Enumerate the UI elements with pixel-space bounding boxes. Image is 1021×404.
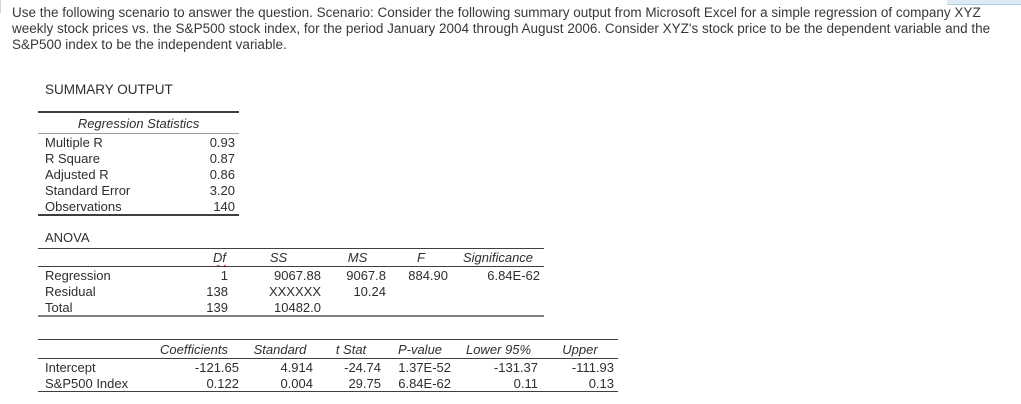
top-right-panel-edge: [947, 0, 1021, 5]
summary-output-title: SUMMARY OUTPUT: [45, 82, 173, 97]
table-row: S&P500 Index 0.122 0.004 29.75 6.84E-62 …: [38, 375, 618, 392]
stat-value: 3.20: [209, 182, 236, 198]
stat-value: 0.93: [209, 134, 236, 150]
coef-pvalue-header: P-value: [385, 339, 455, 359]
coef-lower95-header: Lower 95%: [455, 339, 542, 359]
table-row: Adjusted R 0.86: [38, 166, 239, 182]
anova-label-header: [38, 248, 165, 267]
coefficients-table: Coefficients Standard t Stat P-value Low…: [38, 339, 618, 392]
anova-row-label: Total: [45, 299, 73, 315]
df-misspelled-text: Df: [213, 250, 226, 265]
stat-value: 0.87: [209, 150, 236, 166]
anova-significance-value: [452, 299, 544, 316]
coef-upper-header: Upper: [542, 339, 618, 359]
regression-statistics-caption: Regression Statistics: [38, 112, 240, 134]
scenario-text: Use the following scenario to answer the…: [12, 5, 991, 52]
coef-coefficients-header: Coefficients: [145, 339, 243, 359]
anova-significance-value: 6.84E-62: [487, 267, 540, 283]
anova-ss-header: SS: [232, 248, 325, 267]
pane-left-edge: [0, 0, 1, 13]
anova-f-value: [390, 283, 452, 299]
table-row: Residual 138 XXXXXX 10.24: [38, 283, 544, 299]
anova-ms-value: [325, 299, 390, 316]
stat-value: 0.86: [209, 166, 236, 182]
coef-upper-value: -111.93: [571, 359, 614, 375]
coef-tstat-header: t Stat: [317, 339, 385, 359]
regression-statistics-table: Regression Statistics Multiple R 0.93 R …: [38, 111, 240, 216]
coef-coefficients-value: -121.65: [194, 359, 239, 375]
coef-row-label: Intercept: [45, 359, 96, 375]
anova-significance-value: [452, 283, 544, 299]
table-header-row: Coefficients Standard t Stat P-value Low…: [38, 339, 618, 359]
table-row: Standard Error 3.20: [38, 182, 239, 198]
anova-ms-value: 9067.8: [346, 267, 386, 283]
coef-lower95-value: -131.37: [493, 359, 538, 375]
table-row: Intercept -121.65 4.914 -24.74 1.37E-52 …: [38, 359, 618, 376]
stat-label: Standard Error: [45, 182, 131, 198]
coef-standard-header: Standard: [243, 339, 317, 359]
table-row: R Square 0.87: [38, 150, 239, 166]
anova-f-header: F: [390, 248, 452, 267]
stat-label: Multiple R: [45, 134, 103, 150]
table-row: Regression 1 9067.88 9067.8 884.90 6.84E…: [38, 267, 544, 284]
coef-tstat-value: 29.75: [348, 375, 381, 391]
anova-row-label: Regression: [45, 267, 111, 283]
stat-label: Observations: [45, 198, 122, 214]
anova-table: Df SS MS F Significance Regression 1 906…: [38, 248, 544, 317]
table-header-row: Regression Statistics: [38, 112, 240, 134]
anova-title: ANOVA: [45, 230, 90, 245]
coef-pvalue-value: 1.37E-52: [398, 359, 451, 375]
coef-pvalue-value: 6.84E-62: [398, 375, 451, 391]
anova-df-value: 138: [206, 283, 228, 299]
coef-coefficients-value: 0.122: [206, 375, 239, 391]
coef-standard-value: 0.004: [280, 375, 313, 391]
coef-row-label: S&P500 Index: [45, 375, 129, 391]
anova-row-label: Residual: [45, 283, 96, 299]
table-header-row: Df SS MS F Significance: [38, 248, 544, 267]
coef-standard-value: 4.914: [280, 359, 313, 375]
stat-label: R Square: [45, 150, 100, 166]
anova-df-value: 1: [220, 267, 228, 283]
coef-label-header: [38, 339, 145, 359]
stat-value: 140: [213, 198, 236, 214]
table-row: Multiple R 0.93: [38, 134, 239, 151]
anova-f-value: 884.90: [408, 267, 448, 283]
anova-df-header: Df: [165, 248, 232, 267]
anova-ms-value: 10.24: [353, 283, 386, 299]
anova-ss-value: 10482.0: [274, 299, 321, 315]
anova-f-value: [390, 299, 452, 316]
anova-ms-header: MS: [325, 248, 390, 267]
coef-upper-value: 0.13: [588, 375, 614, 391]
anova-df-value: 139: [206, 299, 228, 315]
coef-tstat-value: -24.74: [344, 359, 381, 375]
table-row: Total 139 10482.0: [38, 299, 544, 316]
anova-significance-header: Significance: [452, 248, 544, 267]
anova-ss-value: 9067.88: [274, 267, 321, 283]
table-row: Observations 140: [38, 198, 239, 215]
coef-lower95-value: 0.11: [513, 375, 538, 391]
anova-ss-value: XXXXXX: [268, 283, 321, 299]
stat-label: Adjusted R: [45, 166, 109, 182]
